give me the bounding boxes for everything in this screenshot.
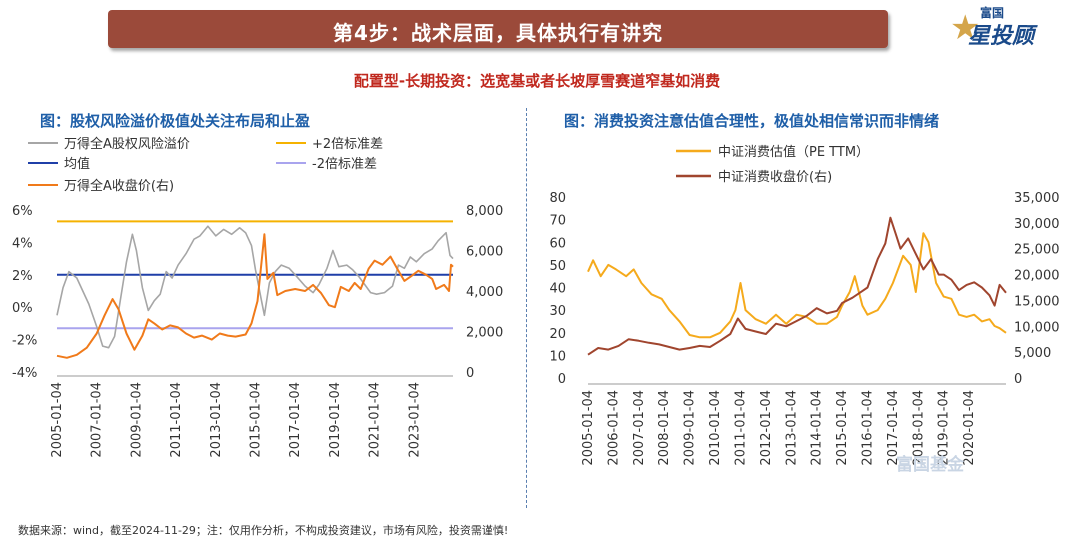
legend-label-1: +2倍标准差 [312, 137, 383, 152]
x-tick-8: 2021-01-04 [368, 382, 383, 458]
x-tick-13: 2018-01-04 [911, 390, 926, 466]
y-left-tick-3: 0% [12, 301, 33, 316]
y-left-tick-7: 10 [549, 349, 566, 364]
y-left-tick-1: 70 [549, 214, 566, 229]
y-right-tick-4: 15,000 [1014, 294, 1060, 309]
y-left-tick-1: 4% [12, 236, 33, 251]
y-right-tick-5: 10,000 [1014, 320, 1060, 335]
logo-top-text: 富国 [980, 6, 1005, 20]
subtitle: 配置型-长期投资：选宽基或者长坡厚雪赛道窄基如消费 [353, 72, 721, 90]
y-left-tick-6: 20 [549, 327, 566, 342]
legend-label-1: 中证消费收盘价(右) [718, 169, 832, 185]
title-banner: 第4步：战术层面，具体执行有讲究 [108, 10, 888, 48]
y-right-tick-3: 2,000 [466, 326, 503, 341]
x-tick-8: 2013-01-04 [784, 390, 799, 466]
series-line-close [56, 233, 454, 359]
y-right-tick-0: 35,000 [1014, 191, 1060, 206]
x-tick-1: 2006-01-04 [606, 390, 621, 466]
x-tick-14: 2019-01-04 [937, 390, 952, 466]
y-left-tick-8: 0 [558, 372, 566, 387]
chart-right-title: 图：消费投资注意估值合理性，极值处相信常识而非情绪 [564, 112, 940, 130]
x-tick-6: 2017-01-04 [288, 382, 303, 458]
watermark: 富国基金 [896, 455, 964, 475]
x-tick-11: 2016-01-04 [861, 390, 876, 466]
banner-title: 第4步：战术层面，具体执行有讲究 [333, 21, 663, 45]
y-right-tick-2: 4,000 [466, 285, 503, 300]
x-tick-12: 2017-01-04 [886, 390, 901, 466]
logo-main-text: 星投顾 [968, 24, 1035, 49]
divider [526, 108, 527, 508]
x-tick-5: 2010-01-04 [708, 390, 723, 466]
x-tick-9: 2023-01-04 [407, 382, 422, 458]
legend-label-0: 万得全A股权风险溢价 [64, 136, 190, 152]
y-left-tick-2: 60 [549, 236, 566, 251]
y-left-tick-0: 6% [12, 204, 33, 219]
star-icon: ★ [950, 8, 981, 48]
y-right-tick-7: 0 [1014, 372, 1022, 387]
y-left-tick-5: 30 [549, 304, 566, 319]
y-left-tick-4: 40 [549, 282, 566, 297]
logo: ★ 富国 星投顾 [950, 2, 1070, 52]
x-tick-9: 2014-01-04 [810, 390, 825, 466]
x-tick-2: 2009-01-04 [129, 382, 144, 458]
footer-source-note: 数据来源：wind，截至2024-11-29；注：仅用作分析，不构成投资建议，市… [18, 524, 509, 537]
x-tick-5: 2015-01-04 [248, 382, 263, 458]
legend-label-4: 万得全A收盘价(右) [64, 178, 174, 194]
chart-right: 中证消费估值（PE TTM）中证消费收盘价(右)8070605040302010… [549, 144, 1060, 466]
y-right-tick-1: 6,000 [466, 245, 503, 260]
y-right-tick-1: 30,000 [1014, 217, 1060, 232]
x-tick-7: 2012-01-04 [759, 390, 774, 466]
y-left-tick-5: -4% [12, 366, 37, 381]
x-tick-7: 2019-01-04 [328, 382, 343, 458]
x-tick-10: 2015-01-04 [835, 390, 850, 466]
legend-label-3: -2倍标准差 [312, 157, 377, 172]
legend-label-2: 均值 [64, 156, 90, 172]
y-right-tick-6: 5,000 [1014, 346, 1051, 361]
series-line-close [587, 216, 1007, 356]
legend-label-0: 中证消费估值（PE TTM） [718, 144, 869, 160]
x-tick-15: 2020-01-04 [962, 390, 977, 466]
y-left-tick-3: 50 [549, 259, 566, 274]
series-line-pe [587, 232, 1007, 339]
y-right-tick-2: 25,000 [1014, 243, 1060, 258]
y-right-tick-0: 8,000 [466, 204, 503, 219]
y-right-tick-3: 20,000 [1014, 269, 1060, 284]
y-left-tick-4: -2% [12, 334, 37, 349]
y-left-tick-2: 2% [12, 269, 33, 284]
x-tick-6: 2011-01-04 [733, 390, 748, 466]
x-tick-4: 2009-01-04 [683, 390, 698, 466]
x-tick-1: 2007-01-04 [90, 382, 105, 458]
x-tick-0: 2005-01-04 [50, 382, 65, 458]
y-left-tick-0: 80 [549, 191, 566, 206]
y-right-tick-4: 0 [466, 366, 474, 381]
x-tick-0: 2005-01-04 [581, 390, 596, 466]
x-tick-3: 2011-01-04 [169, 382, 184, 458]
series-line-premium [56, 225, 454, 349]
x-tick-4: 2013-01-04 [209, 382, 224, 458]
x-tick-2: 2007-01-04 [632, 390, 647, 466]
x-tick-3: 2008-01-04 [657, 390, 672, 466]
chart-left-title: 图：股权风险溢价极值处关注布局和止盈 [40, 112, 311, 130]
